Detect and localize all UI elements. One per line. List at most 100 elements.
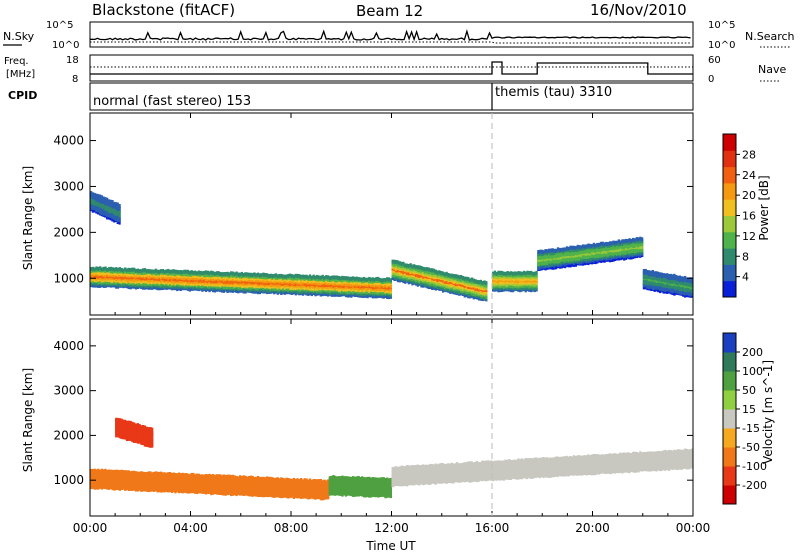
nave-label: Nave [758, 63, 786, 76]
power-cell [658, 277, 662, 282]
power-cell [246, 284, 249, 289]
velocity-cell [265, 479, 269, 483]
station-title: Blackstone (fitACF) [92, 1, 235, 19]
power-cell [305, 282, 308, 287]
velocity-cell [319, 479, 322, 483]
power-cell [163, 280, 166, 285]
power-cell [109, 216, 112, 221]
power-cell [603, 249, 606, 254]
power-cell [104, 273, 107, 278]
power-cell [300, 290, 303, 294]
power-cell [605, 255, 608, 259]
power-cell [344, 282, 348, 287]
power-cell [235, 271, 238, 276]
velocity-cell [292, 477, 296, 482]
power-cell [443, 285, 446, 290]
velocity-cell [319, 496, 322, 501]
power-cell [548, 248, 551, 253]
power-cell [632, 247, 635, 252]
velocity-cell [194, 477, 197, 482]
power-cell [571, 245, 574, 250]
power-cell [127, 270, 130, 274]
power-cell [90, 278, 93, 283]
velocity-cell [122, 472, 125, 477]
power-cell [100, 267, 104, 272]
power-cell [303, 279, 306, 283]
power-cell [497, 275, 500, 280]
power-cell [624, 246, 628, 251]
velocity-cell [235, 476, 238, 481]
power-cell [291, 286, 294, 290]
power-cell [432, 282, 436, 287]
power-cell [522, 275, 526, 279]
power-cell [350, 285, 353, 290]
power-cell [655, 271, 658, 276]
velocity-cell [307, 490, 310, 495]
velocity-cell [260, 491, 263, 496]
power-cell [197, 272, 200, 277]
velocity-cell [102, 469, 105, 474]
power-cell [587, 257, 590, 262]
velocity-cell [244, 484, 247, 489]
velocity-cell [185, 489, 188, 494]
velocity-cell [127, 487, 130, 491]
power-cell [524, 276, 527, 281]
power-cell [255, 278, 258, 283]
velocity-cell [206, 474, 209, 479]
power-cell [377, 283, 380, 288]
power-cell [540, 249, 544, 254]
velocity-cell [215, 474, 218, 479]
power-cell [551, 265, 554, 270]
velocity-cell [134, 471, 138, 476]
power-cell [323, 276, 326, 281]
power-cell [546, 259, 549, 264]
power-cell [422, 272, 425, 277]
power-cell [312, 284, 315, 289]
velocity-cell [194, 474, 197, 479]
power-cell [662, 286, 665, 290]
power-cell [539, 249, 542, 254]
velocity-cell [115, 469, 118, 474]
power-cell [474, 279, 477, 284]
power-cell [235, 289, 238, 293]
velocity-cell [170, 489, 174, 493]
power-cell [601, 244, 604, 249]
power-cell [569, 245, 572, 250]
velocity-cell [185, 478, 188, 483]
power-cell [635, 244, 638, 249]
freq-unit-label: [MHz] [6, 69, 35, 80]
velocity-cell [301, 491, 305, 496]
power-cell [422, 266, 425, 271]
velocity-cell [271, 480, 274, 485]
power-cell [118, 267, 121, 272]
power-cell [632, 244, 635, 249]
power-cell [343, 291, 346, 296]
power-cell [344, 289, 348, 294]
power-cell [183, 276, 186, 281]
velocity-cell [115, 486, 118, 491]
power-cell [621, 239, 624, 244]
velocity-cell [213, 480, 217, 484]
power-cell [483, 290, 486, 295]
velocity-cell [319, 494, 322, 499]
power-cell [612, 257, 615, 262]
power-cell [569, 257, 572, 262]
power-cell [610, 248, 613, 253]
power-cell [530, 275, 533, 280]
velocity-cell [222, 491, 226, 496]
power-cell [626, 251, 629, 256]
velocity-cell [301, 479, 305, 484]
velocity-cell [328, 486, 331, 491]
power-cell [589, 257, 592, 262]
velocity-cell [134, 478, 138, 483]
power-cell [343, 284, 346, 289]
velocity-cell [237, 487, 240, 491]
velocity-cell [280, 494, 283, 499]
power-cell [102, 202, 105, 207]
power-cell [104, 279, 107, 284]
power-cell [368, 279, 371, 284]
power-cell [418, 277, 421, 282]
power-cell [316, 284, 319, 289]
power-cell [109, 207, 112, 212]
power-cell [97, 196, 100, 201]
